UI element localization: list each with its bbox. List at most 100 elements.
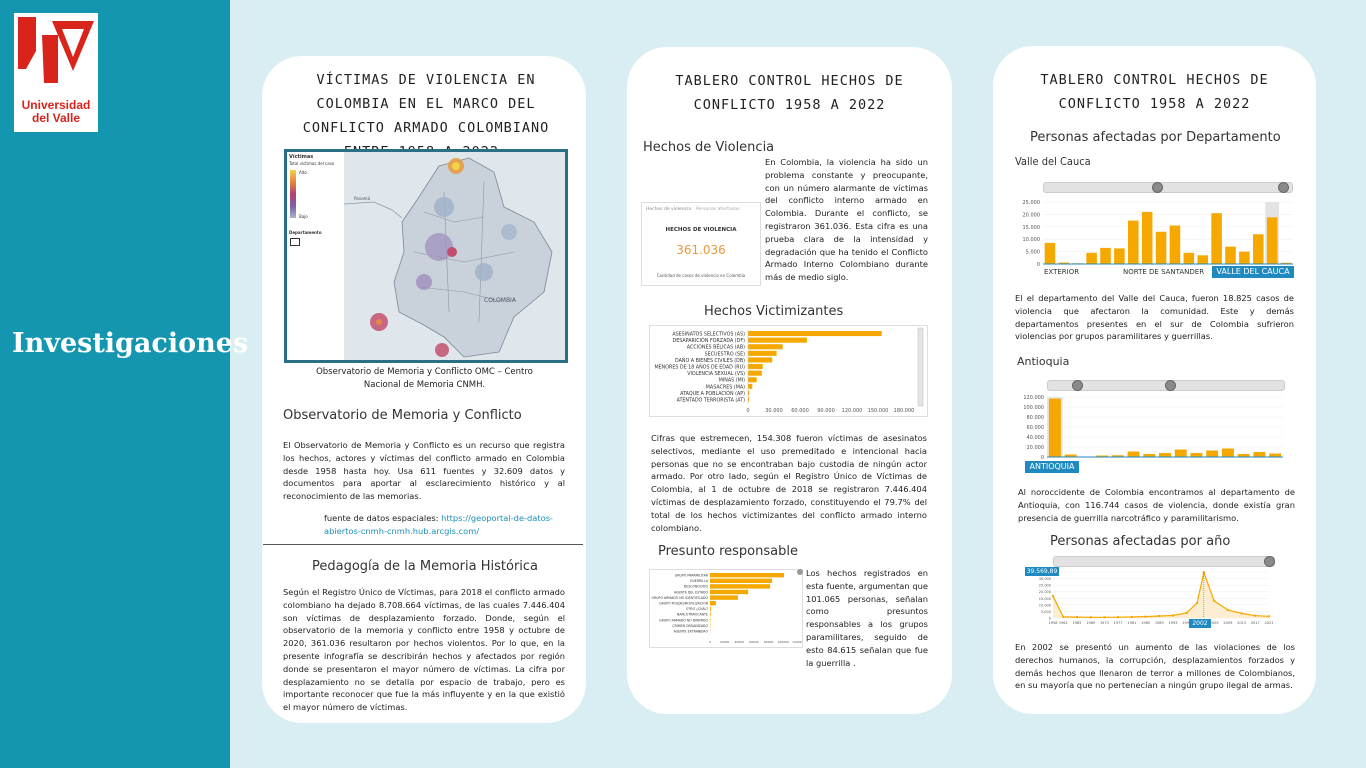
victimizantes-category-label: MASACRES (MA) (706, 384, 745, 390)
year-heading: Personas afectadas por año (1050, 534, 1231, 549)
year-point (1212, 599, 1216, 602)
year-x-tick-label: 2005 (1210, 621, 1219, 625)
year-svg: 05.00010.00015.00020.00025.00030.00035.0… (1039, 570, 1273, 625)
year-x-tick-label: 1965 (1073, 621, 1082, 625)
responsable-tick-label: 80000 (764, 640, 774, 644)
panel-tablero-1: TABLERO CONTROL HECHOS DE CONFLICTO 1958… (627, 47, 952, 714)
responsable-scroll-icon[interactable] (797, 569, 803, 575)
valle-slider[interactable] (1043, 182, 1293, 193)
sidebar: Universidad del Valle Investigaciones (0, 0, 248, 768)
logo-line2: del Valle (31, 111, 81, 125)
responsable-category-label: OTRO ¿CUÁL? (686, 606, 708, 611)
responsable-category-label: GUERRILLA (690, 579, 709, 583)
antioquia-svg: 0 20.000 40.000 60.000 80.000 100.000 120.000 (1023, 395, 1283, 461)
valle-slider-knob-right[interactable] (1278, 182, 1289, 193)
responsable-bar (710, 578, 773, 583)
year-x-tick-label: 2013 (1237, 621, 1246, 625)
valle-bar (1211, 213, 1222, 264)
section2-heading: Pedagogía de la Memoria Histórica (312, 559, 539, 574)
year-y-tick-label: 10.000 (1039, 603, 1051, 607)
victimizantes-category-label: ATAQUE A POBLACIÓN (AP) (680, 390, 745, 397)
victimizantes-category-label: ACCIONES BÉLICAS (AB) (687, 343, 745, 351)
antioquia-tick-label: 80.000 (1027, 415, 1045, 421)
victimizantes-scrollbar (917, 327, 924, 407)
valle-bar (1141, 211, 1153, 264)
antioquia-bar (1143, 454, 1156, 457)
legend-gradient (290, 170, 296, 218)
year-point (1116, 615, 1120, 619)
valle-slider-knob-left[interactable] (1152, 182, 1163, 193)
antioquia-bar (1269, 453, 1282, 457)
victimizantes-category-label: MINAS (MI) (719, 378, 745, 384)
year-area (1053, 572, 1269, 618)
antioquia-heading: Antioquia (1017, 355, 1070, 368)
responsable-chart[interactable]: GRUPO PARAMILITAR GUERRILLA DESCONOCIDO AGE… (649, 569, 804, 648)
year-slider[interactable] (1053, 556, 1275, 567)
responsable-category-label: GRUPO PARAMILITAR (675, 574, 709, 578)
kpi-tab2[interactable]: Personas afectadas (696, 207, 740, 212)
victimizantes-bar (748, 370, 762, 376)
year-point (1171, 614, 1175, 617)
victimizantes-tick-label: 150.000 (868, 408, 889, 414)
victimizantes-text: Cifras que estremecen, 154.308 fueron ví… (651, 433, 927, 533)
valle-chart[interactable]: 0 5.000 10.000 15.000 20.000 25.000 EXTERIOR … (1015, 180, 1295, 282)
year-text: En 2002 se presentó un aumento de las vi… (1015, 642, 1295, 691)
victims-map[interactable]: Víctimas Total víctimas del caso Alto Ba… (284, 149, 568, 363)
victimizantes-category-label: MENORES DE 18 AÑOS DE EDAD (RU) (654, 364, 745, 371)
hechos-text: En Colombia, la violencia ha sido un pro… (765, 157, 928, 283)
responsable-bar (710, 606, 711, 611)
logo-text: Universidad del Valle (14, 99, 98, 125)
year-y-tick-label: 0 (1049, 617, 1051, 621)
legend-low: Bajo (299, 214, 308, 219)
victimizantes-tick-label: 120.000 (842, 408, 863, 414)
year-slider-knob[interactable] (1264, 556, 1275, 567)
victimizantes-bar (748, 377, 757, 383)
valle-bar (1197, 255, 1208, 264)
year-tag[interactable]: 2002 (1189, 619, 1211, 628)
legend-title: Víctimas (289, 154, 314, 160)
source-label: fuente de datos espaciales: (324, 513, 442, 523)
hechos-heading: Hechos de Violencia (643, 140, 775, 155)
valle-text: El el departamento del Valle del Cauca, … (1015, 293, 1294, 342)
responsable-category-label: GRUPO POSDESMOVILIZACIÓN (659, 601, 708, 606)
university-logo[interactable]: Universidad del Valle (14, 13, 98, 132)
source-link[interactable]: https://geoportal-de-datos-abiertos-cnmh… (324, 513, 554, 536)
antioquia-bar (1048, 398, 1061, 457)
valle-tag[interactable]: VALLE DEL CAUCA (1212, 266, 1294, 278)
antioquia-tick-label: 0 (1041, 455, 1044, 461)
valle-bar (1183, 252, 1195, 264)
kpi-tab1[interactable]: Hechos de violencia (646, 207, 692, 212)
year-y-tick-label: 30.000 (1039, 577, 1051, 581)
antioquia-tick-label: 20.000 (1027, 445, 1045, 451)
year-y-tick-label: 15.000 (1039, 597, 1051, 601)
valle-bar (1100, 247, 1111, 264)
responsable-bar (710, 595, 738, 600)
valle-heading: Valle del Cauca (1015, 155, 1091, 168)
antioquia-tag[interactable]: ANTIOQUIA (1025, 461, 1079, 473)
victimizantes-bar (748, 344, 783, 350)
antioquia-bar (1237, 454, 1250, 457)
antioquia-slider-knob-right[interactable] (1165, 380, 1176, 391)
valle-bar (1266, 217, 1278, 264)
victimizantes-bar (748, 331, 882, 337)
victimizantes-tick-label: 0 (746, 408, 749, 414)
antioquia-slider[interactable] (1047, 380, 1285, 391)
victimizantes-tick-label: 60.000 (791, 408, 809, 414)
year-point (1103, 616, 1106, 619)
antioquia-slider-knob-left[interactable] (1072, 380, 1083, 391)
kpi-value: 361.036 (676, 243, 726, 257)
year-point (1075, 615, 1079, 619)
antioquia-text: Al noroccidente de Colombia encontramos … (1018, 487, 1295, 523)
valle-tick-label: 15.000 (1023, 225, 1041, 231)
antioquia-chart[interactable]: 0 20.000 40.000 60.000 80.000 100.000 120.000 … (1021, 379, 1289, 476)
dept-heading: Personas afectadas por Departamento (1030, 130, 1281, 145)
kpi-card[interactable]: Hechos de violencia Personas afectadas H… (641, 202, 761, 286)
year-point (1254, 614, 1257, 617)
year-peak-label: 39.569,89 (1025, 567, 1059, 576)
responsable-tick-label: 60000 (749, 640, 759, 644)
victimizantes-chart[interactable]: ASESINATOS SELECTIVOS (AS) DESAPARICIÓN F… (649, 325, 928, 417)
victimizantes-bar (748, 397, 750, 403)
map-label-panama: Panamá (354, 196, 371, 201)
responsable-category-label: GRUPO ARMADO NO DIRIMIDO (659, 618, 708, 622)
year-chart[interactable]: 05.00010.00015.00020.00025.00030.00035.0… (1023, 554, 1275, 631)
